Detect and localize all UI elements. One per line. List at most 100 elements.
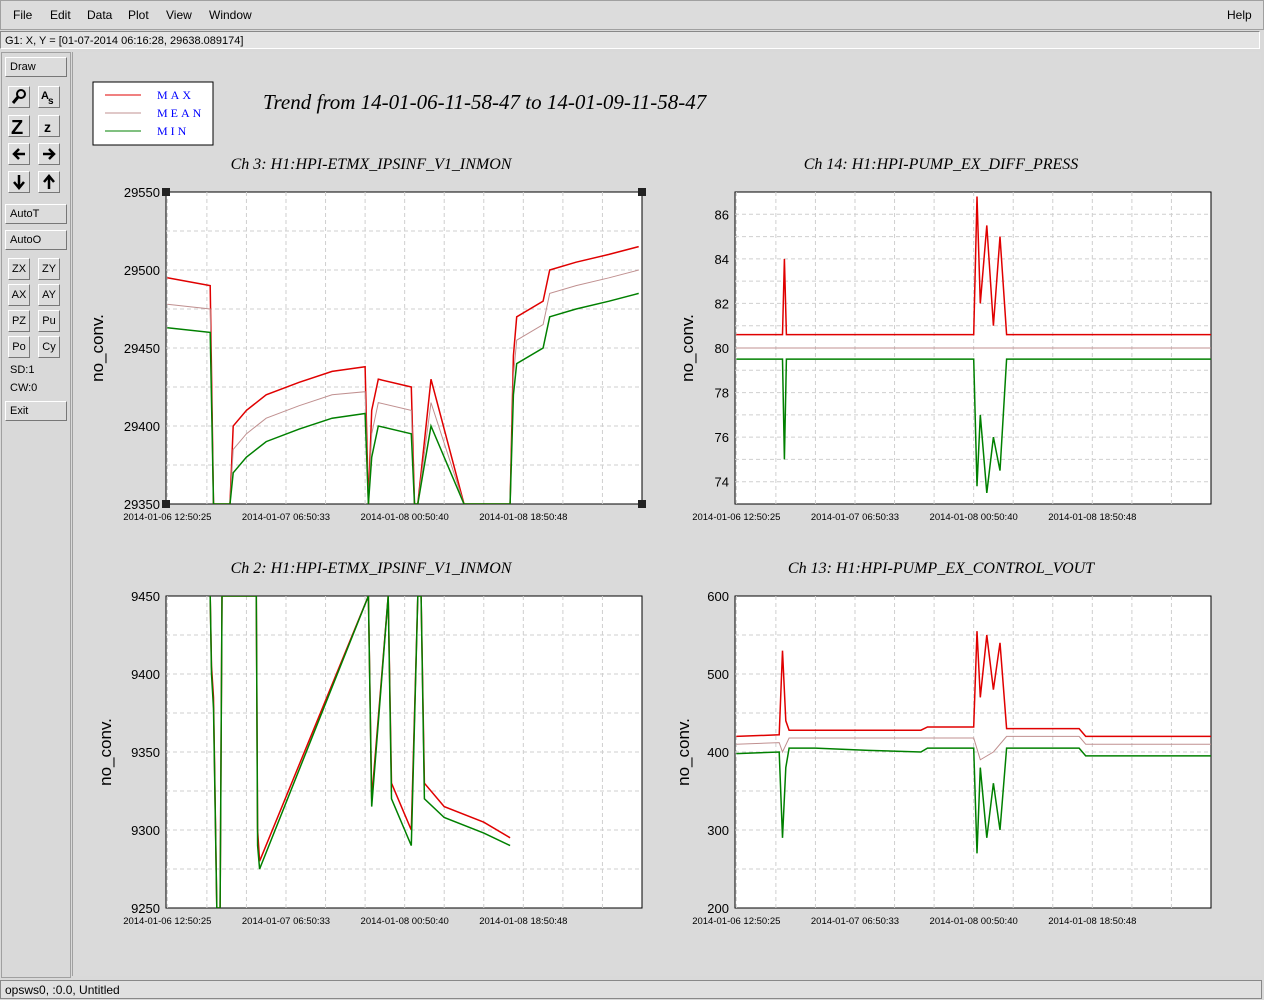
y-axis-label: no_conv.: [96, 718, 115, 786]
y-tick-label: 78: [715, 386, 729, 401]
y-tick-label: 29550: [124, 185, 160, 200]
series-max: [167, 245, 639, 504]
y-tick-label: 29400: [124, 419, 160, 434]
series-min: [736, 747, 1211, 854]
pz-button[interactable]: PZ: [8, 310, 30, 332]
sd-label: SD:1: [10, 364, 35, 376]
y-tick-label: 200: [707, 901, 729, 916]
selection-handle[interactable]: [162, 188, 170, 196]
pu-button[interactable]: Pu: [38, 310, 60, 332]
x-tick-label: 2014-01-08 18:50:48: [1048, 512, 1136, 523]
x-tick-label: 2014-01-08 18:50:48: [479, 512, 567, 523]
legend-label-min: MIN: [157, 124, 189, 138]
zoom-big-icon[interactable]: Z: [8, 115, 30, 139]
draw-button[interactable]: Draw: [5, 57, 67, 77]
chart-title: Ch 3: H1:HPI-ETMX_IPSINF_V1_INMON: [231, 156, 513, 173]
y-tick-label: 9250: [131, 901, 160, 916]
x-tick-label: 2014-01-06 12:50:25: [692, 916, 780, 927]
chart-title: Ch 14: H1:HPI-PUMP_EX_DIFF_PRESS: [804, 156, 1079, 173]
chart-panel-2[interactable]: 9250 9300 9350 9400 9450 2014-01-06 12:50:25 2…: [96, 560, 643, 927]
zoom-small-icon[interactable]: z: [38, 115, 60, 137]
magnify-icon[interactable]: [8, 86, 30, 108]
y-tick-label: 84: [715, 252, 729, 267]
po-button[interactable]: Po: [8, 336, 30, 358]
exit-button[interactable]: Exit: [5, 401, 67, 421]
selection-handle[interactable]: [638, 500, 646, 508]
x-tick-label: 2014-01-07 06:50:33: [242, 916, 330, 927]
chart-title: Ch 13: H1:HPI-PUMP_EX_CONTROL_VOUT: [788, 560, 1095, 577]
y-tick-label: 29350: [124, 497, 160, 512]
chart-title: Ch 2: H1:HPI-ETMX_IPSINF_V1_INMON: [231, 560, 513, 577]
zy-button[interactable]: ZY: [38, 258, 60, 280]
plot-area: MAX MEAN MIN Trend from 14-01-06-11-58-4…: [88, 81, 1212, 927]
ay-button[interactable]: AY: [38, 284, 60, 306]
svg-text:z: z: [44, 119, 51, 135]
menu-help[interactable]: Help: [1227, 8, 1252, 22]
coordinate-readout: G1: X, Y = [01-07-2014 06:16:28, 29638.0…: [0, 31, 1260, 49]
x-tick-label: 2014-01-06 12:50:25: [123, 916, 211, 927]
x-tick-label: 2014-01-06 12:50:25: [123, 512, 211, 523]
svg-text:s: s: [48, 96, 54, 107]
y-axis-label: no_conv.: [674, 718, 693, 786]
chart-panel-0[interactable]: 29350 29400 29450 29500 29550 2014-01-06 12:5…: [88, 156, 643, 523]
y-tick-label: 29500: [124, 263, 160, 278]
arrow-down-icon[interactable]: [8, 171, 30, 193]
y-tick-label: 500: [707, 667, 729, 682]
x-tick-label: 2014-01-06 12:50:25: [692, 512, 780, 523]
plot-canvas[interactable]: MAX MEAN MIN Trend from 14-01-06-11-58-4…: [72, 52, 1261, 976]
svg-text:A: A: [41, 90, 49, 102]
y-tick-label: 82: [715, 296, 729, 311]
x-tick-label: 2014-01-07 06:50:33: [811, 512, 899, 523]
y-tick-label: 9300: [131, 823, 160, 838]
arrow-up-icon[interactable]: [38, 171, 60, 193]
autoo-button[interactable]: AutoO: [5, 230, 67, 250]
x-tick-label: 2014-01-08 00:50:40: [361, 916, 449, 927]
cw-label: CW:0: [10, 382, 38, 394]
series-max: [736, 631, 1211, 738]
autot-button[interactable]: AutoT: [5, 204, 67, 224]
legend-label-max: MAX: [157, 88, 194, 102]
series-min: [167, 292, 639, 504]
x-tick-label: 2014-01-07 06:50:33: [242, 512, 330, 523]
zx-button[interactable]: ZX: [8, 258, 30, 280]
series-max: [736, 196, 1211, 336]
x-tick-label: 2014-01-07 06:50:33: [811, 916, 899, 927]
menu-plot[interactable]: Plot: [128, 8, 149, 22]
status-bar: opsws0, :0.0, Untitled: [0, 980, 1262, 999]
cy-button[interactable]: Cy: [38, 336, 60, 358]
y-axis-label: no_conv.: [88, 314, 107, 382]
y-tick-label: 76: [715, 430, 729, 445]
x-tick-label: 2014-01-08 18:50:48: [1048, 916, 1136, 927]
selection-handle[interactable]: [162, 500, 170, 508]
chart-panel-3[interactable]: 200 300 400 500 600 2014-01-06 12:50:25 2014-0…: [674, 560, 1212, 927]
y-tick-label: 9400: [131, 667, 160, 682]
menu-file[interactable]: File: [13, 8, 33, 22]
x-tick-label: 2014-01-08 18:50:48: [479, 916, 567, 927]
selection-handle[interactable]: [638, 188, 646, 196]
menu-edit[interactable]: Edit: [50, 8, 71, 22]
arrow-left-icon[interactable]: [8, 143, 30, 165]
legend-label-mean: MEAN: [157, 106, 204, 120]
menu-window[interactable]: Window: [209, 8, 252, 22]
ax-button[interactable]: AX: [8, 284, 30, 306]
menu-view[interactable]: View: [166, 8, 192, 22]
arrow-right-icon[interactable]: [38, 143, 60, 165]
y-tick-label: 74: [715, 475, 729, 490]
series-mean: [167, 269, 639, 504]
y-tick-label: 600: [707, 589, 729, 604]
series-mean: [736, 735, 1211, 761]
y-tick-label: 300: [707, 823, 729, 838]
main-title: Trend from 14-01-06-11-58-47 to 14-01-09…: [263, 90, 708, 114]
x-tick-label: 2014-01-08 00:50:40: [361, 512, 449, 523]
menu-data[interactable]: Data: [87, 8, 113, 22]
y-tick-label: 29450: [124, 341, 160, 356]
y-axis-label: no_conv.: [678, 314, 697, 382]
x-tick-label: 2014-01-08 00:50:40: [930, 512, 1018, 523]
x-tick-label: 2014-01-08 00:50:40: [930, 916, 1018, 927]
chart-panel-1[interactable]: 74 76 78 80 82 84 86 2014-01-06 12:50:25 2014-01…: [678, 156, 1212, 523]
svg-text:Z: Z: [11, 117, 23, 136]
y-tick-label: 80: [715, 341, 729, 356]
legend: MAX MEAN MIN: [92, 81, 214, 146]
